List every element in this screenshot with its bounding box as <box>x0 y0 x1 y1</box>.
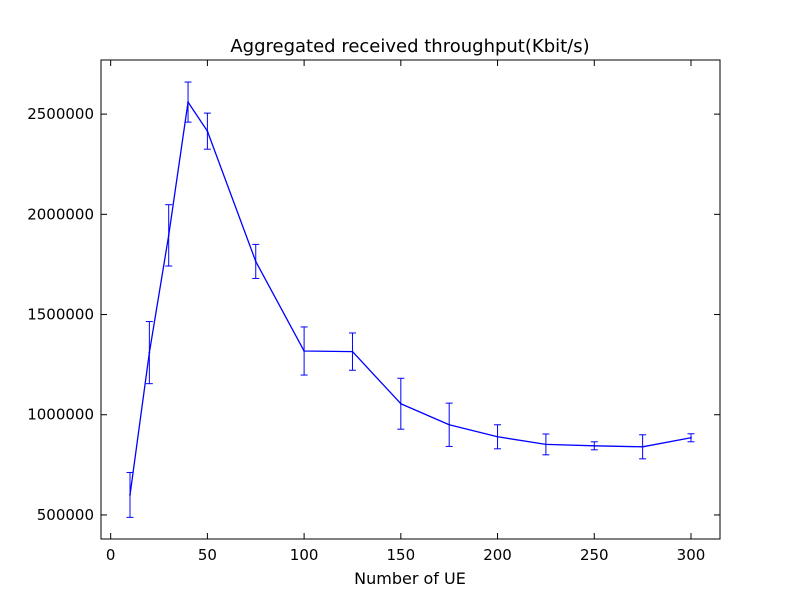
y-tick-label: 500000 <box>37 506 94 524</box>
x-tick-label: 50 <box>198 546 217 564</box>
data-point <box>351 350 354 353</box>
data-point <box>254 260 257 263</box>
data-point <box>303 350 306 352</box>
series-line <box>129 101 692 495</box>
data-point <box>129 494 131 496</box>
data-point <box>167 234 170 237</box>
data-point <box>690 436 692 439</box>
data-point <box>641 445 644 448</box>
data-point <box>148 351 151 354</box>
data-point <box>593 444 596 447</box>
y-tick-label: 1000000 <box>27 406 94 424</box>
x-tick-label: 0 <box>106 546 116 564</box>
data-point <box>545 443 547 446</box>
y-tick-label: 1500000 <box>27 306 94 324</box>
x-axis-label: Number of UE <box>354 569 466 588</box>
data-point <box>187 101 189 103</box>
x-tick-label: 200 <box>483 546 512 564</box>
data-point <box>496 435 499 438</box>
y-tick-label: 2000000 <box>27 205 94 223</box>
data-point <box>448 423 451 426</box>
data-point <box>399 402 402 405</box>
x-tick-label: 300 <box>677 546 706 564</box>
plot-frame <box>100 59 721 540</box>
data-series <box>126 81 695 518</box>
axis-ticks: 0 50 100 150 200 250 300 500000 1000000 1500000 20… <box>27 60 720 564</box>
y-tick-label: 2500000 <box>27 105 94 123</box>
x-tick-label: 150 <box>387 546 416 564</box>
data-point <box>206 130 209 133</box>
x-tick-label: 250 <box>580 546 609 564</box>
chart-title: Aggregated received throughput(Kbit/s) <box>230 36 589 57</box>
x-tick-label: 100 <box>290 546 319 564</box>
